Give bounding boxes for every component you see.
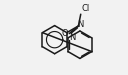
Text: N: N — [70, 33, 76, 42]
Text: O: O — [61, 29, 68, 38]
Text: Cl: Cl — [81, 4, 90, 14]
Text: N: N — [77, 20, 83, 29]
